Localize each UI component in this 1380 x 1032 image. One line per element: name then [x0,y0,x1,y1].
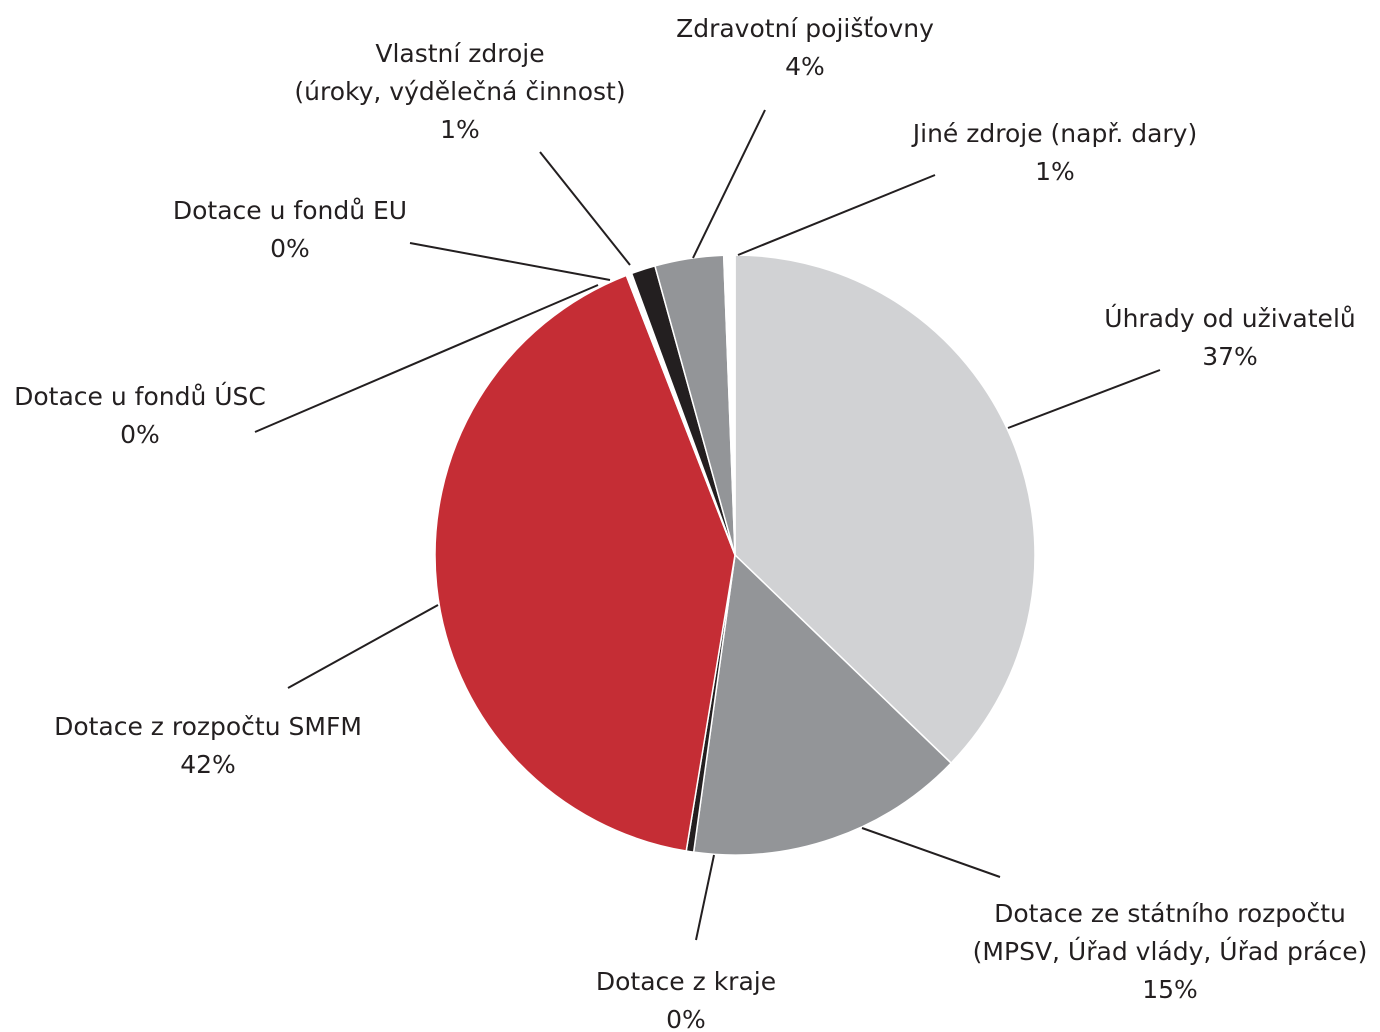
leader-line [695,854,715,941]
pie-slice [722,254,736,556]
leader-line [692,109,766,259]
slice-label: (MPSV, Úřad vlády, Úřad práce) [973,936,1368,966]
pie-slice [692,553,953,856]
leader-line [254,284,599,433]
slice-label: Jiné zdroje (např. dary) [911,119,1197,148]
value-label: 42% [180,750,236,779]
slice-label: Dotace ze státního rozpočtu [994,899,1346,928]
value-label: 0% [270,234,310,263]
slice-label: Dotace z kraje [596,967,776,996]
leader-line [861,827,1001,878]
slice-label: Úhrady od uživatelů [1104,303,1355,333]
value-label: 4% [785,52,825,81]
value-label: 15% [1142,975,1198,1004]
leader-line [1007,369,1161,429]
slice-label: Vlastní zdroje [375,39,544,68]
slice-label: Dotace u fondů ÚSC [14,381,266,411]
slice-label: Zdravotní pojišťovny [676,14,934,43]
value-label: 1% [440,115,480,144]
value-label: 0% [666,1005,706,1032]
slice-label: Dotace z rozpočtu SMFM [54,712,362,741]
leader-line [737,174,936,256]
slice-label: Dotace u fondů EU [173,196,407,225]
value-label: 0% [120,420,160,449]
value-label: 1% [1035,157,1075,186]
pie-slice [734,254,1036,765]
leader-line [287,604,439,689]
slice-label: (úroky, výdělečná činnost) [294,77,625,106]
pie-slice [434,274,736,852]
leader-line [409,242,611,281]
leader-line [539,151,631,266]
value-label: 37% [1202,342,1258,371]
